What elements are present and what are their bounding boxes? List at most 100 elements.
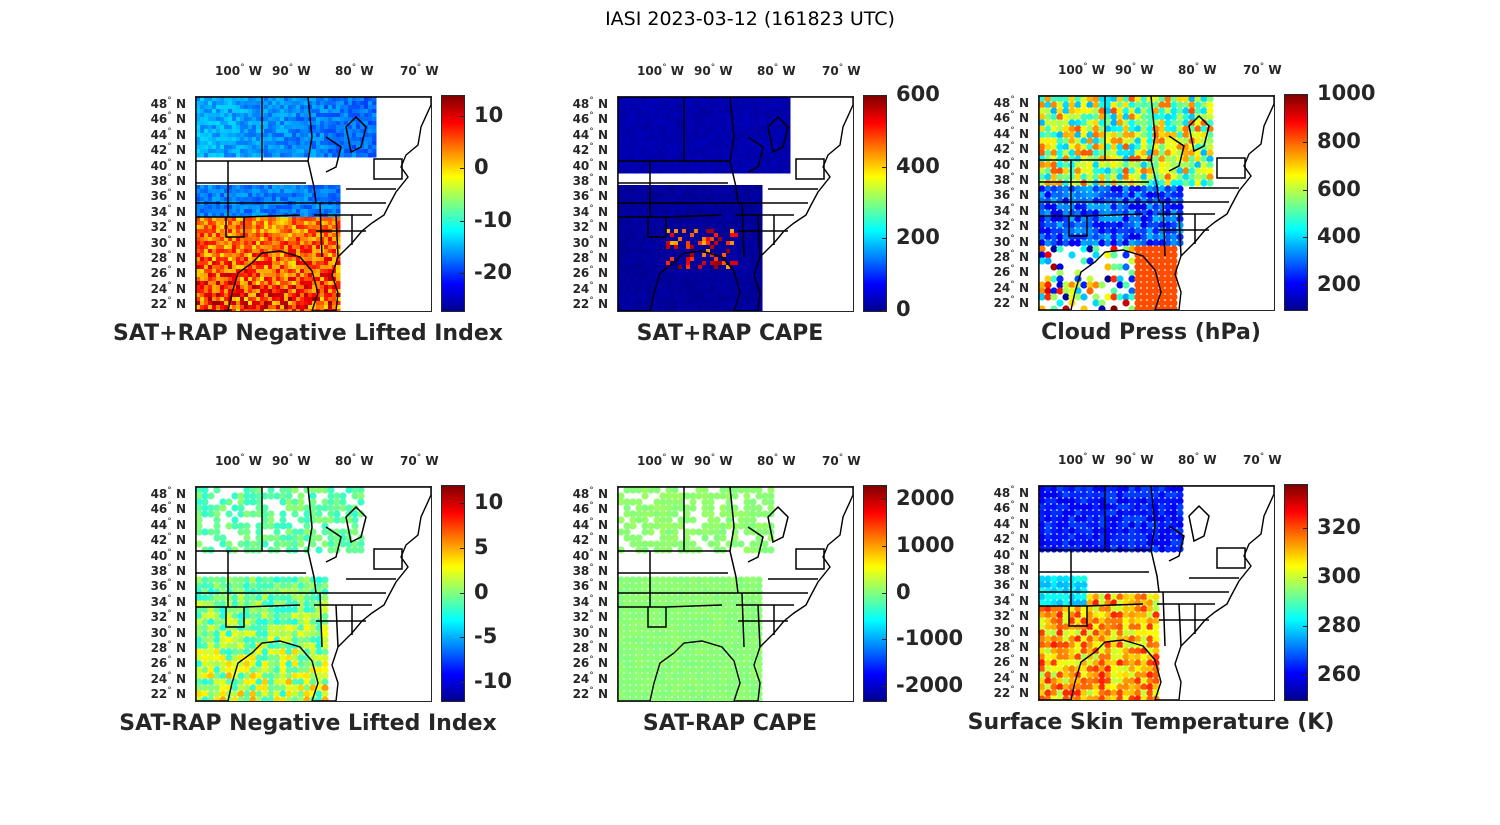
data-point: [1170, 113, 1178, 121]
data-point: [324, 129, 329, 134]
data-point: [332, 189, 337, 194]
data-point: [686, 141, 691, 146]
data-point: [706, 153, 711, 158]
data-point: [634, 241, 639, 246]
lat-label: 32° N: [572, 219, 608, 235]
data-point: [240, 137, 245, 142]
data-point: [742, 129, 747, 134]
data-point: [1056, 96, 1064, 103]
data-point: [256, 257, 261, 262]
data-point: [1110, 233, 1118, 241]
data-point: [208, 229, 213, 234]
data-point: [328, 245, 333, 250]
data-point: [1116, 101, 1124, 109]
data-point: [248, 309, 253, 311]
data-point: [272, 109, 277, 114]
data-point: [646, 281, 651, 286]
lat-label: 48° N: [993, 95, 1029, 110]
data-point: [240, 285, 245, 290]
data-point: [320, 121, 325, 126]
data-point: [730, 261, 735, 266]
data-point: [288, 253, 293, 258]
data-point: [312, 245, 317, 250]
data-point: [292, 109, 297, 114]
map-plot-area[interactable]: [195, 96, 432, 312]
data-point: [646, 169, 651, 174]
data-point: [1164, 233, 1172, 241]
data-point: [200, 205, 205, 210]
data-point: [364, 149, 369, 154]
data-point: [204, 121, 209, 126]
data-point: [710, 281, 715, 286]
data-point: [718, 97, 723, 102]
data-point: [252, 97, 257, 102]
data-point: [706, 277, 711, 282]
data-point: [1116, 155, 1124, 163]
data-point: [638, 157, 643, 162]
data-point: [1140, 191, 1148, 199]
data-point: [718, 277, 723, 282]
data-point: [622, 185, 627, 190]
data-point: [328, 293, 333, 298]
data-point: [638, 209, 643, 214]
data-point: [718, 241, 723, 246]
data-point: [686, 233, 691, 238]
data-point: [650, 237, 655, 242]
data-point: [1164, 96, 1172, 103]
map-plot-area[interactable]: [195, 486, 432, 702]
data-point: [678, 141, 683, 146]
data-point: [686, 269, 691, 274]
data-point: [646, 109, 651, 114]
data-point: [1164, 167, 1172, 175]
data-point: [279, 522, 287, 530]
data-point: [244, 237, 249, 242]
data-point: [726, 153, 731, 158]
data-point: [658, 273, 663, 278]
data-point: [670, 97, 675, 102]
map-plot-area[interactable]: [1038, 95, 1275, 311]
data-point: [762, 141, 767, 146]
data-point: [264, 209, 269, 214]
data-point: [276, 285, 281, 290]
data-point: [1098, 305, 1106, 310]
data-point: [201, 504, 209, 512]
data-point: [698, 301, 703, 306]
data-point: [1158, 143, 1166, 151]
data-point: [634, 257, 639, 262]
data-point: [272, 149, 277, 154]
data-point: [742, 265, 747, 270]
data-point: [201, 498, 209, 506]
data-point: [686, 165, 691, 170]
data-point: [340, 113, 345, 118]
data-point: [1128, 119, 1136, 127]
data-point: [654, 297, 659, 302]
data-point: [786, 137, 791, 142]
data-point: [1140, 215, 1148, 223]
data-point: [344, 145, 349, 150]
data-point: [308, 233, 313, 238]
data-point: [207, 492, 215, 500]
data-point: [228, 189, 233, 194]
data-point: [742, 221, 747, 226]
data-point: [1152, 197, 1160, 205]
data-point: [710, 293, 715, 298]
data-point: [630, 285, 635, 290]
lon-label: 100° W: [637, 63, 684, 78]
data-point: [654, 257, 659, 262]
data-point: [1080, 113, 1088, 121]
data-point: [372, 125, 377, 130]
data-point: [618, 165, 623, 170]
data-point: [252, 193, 257, 198]
map-plot-area[interactable]: [617, 96, 854, 312]
data-point: [706, 105, 711, 110]
data-point: [327, 528, 335, 536]
data-point: [626, 281, 631, 286]
data-point: [220, 281, 225, 286]
data-point: [622, 129, 627, 134]
data-point: [702, 185, 707, 190]
data-point: [722, 293, 727, 298]
state-boundary: [1157, 201, 1229, 257]
data-point: [264, 289, 269, 294]
data-point: [726, 265, 731, 270]
data-point: [658, 229, 663, 234]
